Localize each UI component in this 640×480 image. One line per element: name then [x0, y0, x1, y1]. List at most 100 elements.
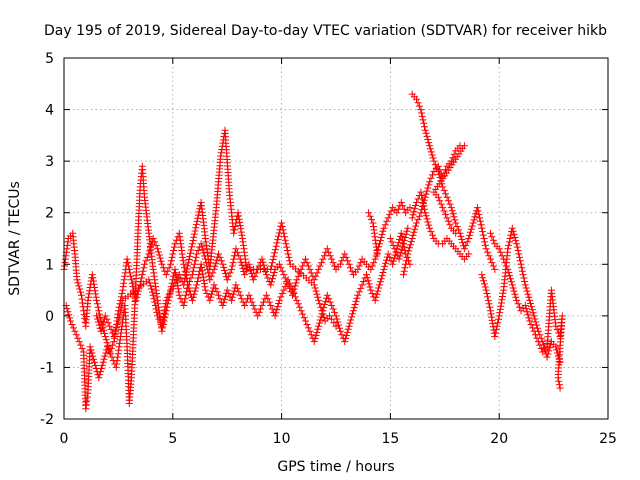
data-point	[556, 358, 564, 366]
data-point	[229, 259, 237, 267]
data-point	[482, 245, 490, 253]
data-point	[473, 204, 481, 212]
data-point	[148, 288, 156, 296]
data-point	[419, 198, 427, 206]
data-point	[519, 271, 527, 279]
data-point	[368, 216, 375, 224]
data-point	[201, 286, 209, 294]
data-point	[364, 277, 372, 285]
data-point	[183, 265, 191, 273]
data-point	[468, 222, 476, 230]
data-point	[418, 195, 426, 203]
data-point	[480, 277, 487, 285]
data-point	[310, 338, 318, 346]
data-point	[511, 290, 519, 298]
data-point	[273, 306, 281, 314]
data-point	[291, 293, 299, 301]
data-point	[91, 361, 99, 369]
data-point	[315, 322, 323, 330]
data-point	[515, 250, 523, 258]
data-point	[284, 276, 292, 284]
data-point	[294, 300, 302, 308]
data-point	[474, 207, 482, 215]
data-point	[272, 309, 280, 317]
data-point	[440, 186, 448, 194]
data-point	[169, 250, 177, 258]
data-point	[207, 293, 215, 301]
data-point	[278, 219, 286, 227]
data-point	[417, 188, 425, 196]
data-point	[418, 112, 426, 120]
data-point	[232, 245, 240, 253]
data-point	[151, 298, 159, 306]
data-point	[354, 265, 362, 273]
data-point	[417, 106, 425, 114]
data-point	[188, 271, 196, 279]
data-point	[264, 295, 272, 303]
data-point	[406, 241, 414, 249]
data-point	[223, 286, 231, 294]
data-point	[380, 265, 388, 273]
data-point	[481, 238, 489, 246]
data-point	[293, 296, 301, 304]
data-point	[381, 221, 389, 229]
data-point	[278, 267, 286, 275]
data-point	[444, 197, 452, 205]
data-point	[400, 205, 408, 213]
data-point	[402, 257, 410, 265]
data-point	[532, 318, 540, 326]
data-point	[191, 227, 199, 235]
data-point	[344, 257, 352, 265]
x-tick-label: 0	[60, 431, 69, 447]
data-point	[170, 243, 178, 251]
data-point	[246, 295, 254, 303]
data-point	[317, 303, 325, 311]
data-point	[104, 343, 111, 351]
data-point	[371, 296, 379, 304]
data-point	[332, 322, 340, 330]
data-point	[439, 204, 447, 212]
data-point	[514, 247, 522, 254]
data-point	[125, 265, 133, 273]
data-point	[117, 303, 125, 311]
data-point	[487, 310, 495, 318]
data-point	[228, 293, 236, 301]
data-point	[264, 274, 272, 282]
data-point	[334, 318, 342, 326]
data-point	[424, 184, 432, 192]
data-point	[443, 214, 451, 222]
data-point	[328, 255, 336, 263]
data-point	[291, 282, 299, 290]
data-point	[192, 224, 200, 232]
data-point	[499, 289, 507, 297]
data-point	[509, 227, 517, 235]
data-point	[537, 345, 545, 352]
data-point	[194, 247, 202, 254]
data-point	[424, 218, 432, 226]
data-point	[206, 296, 214, 304]
data-point	[427, 148, 435, 156]
data-point	[148, 285, 155, 293]
data-point	[98, 361, 106, 369]
data-point	[507, 275, 514, 283]
data-point	[465, 235, 473, 242]
data-point	[106, 322, 114, 330]
data-point	[485, 300, 493, 308]
x-tick-label: 5	[168, 431, 177, 447]
data-point	[236, 291, 244, 299]
data-point	[520, 274, 528, 282]
data-point	[188, 240, 196, 248]
data-point	[249, 276, 257, 284]
data-point	[158, 260, 166, 268]
data-point	[399, 243, 407, 251]
data-point	[182, 271, 190, 279]
data-point	[354, 291, 362, 299]
data-point	[413, 219, 420, 227]
data-point	[533, 321, 541, 329]
data-point	[269, 256, 277, 263]
data-point	[77, 288, 84, 296]
data-point	[554, 352, 562, 360]
data-point	[166, 290, 174, 297]
data-point	[181, 275, 189, 283]
data-point	[527, 321, 535, 328]
